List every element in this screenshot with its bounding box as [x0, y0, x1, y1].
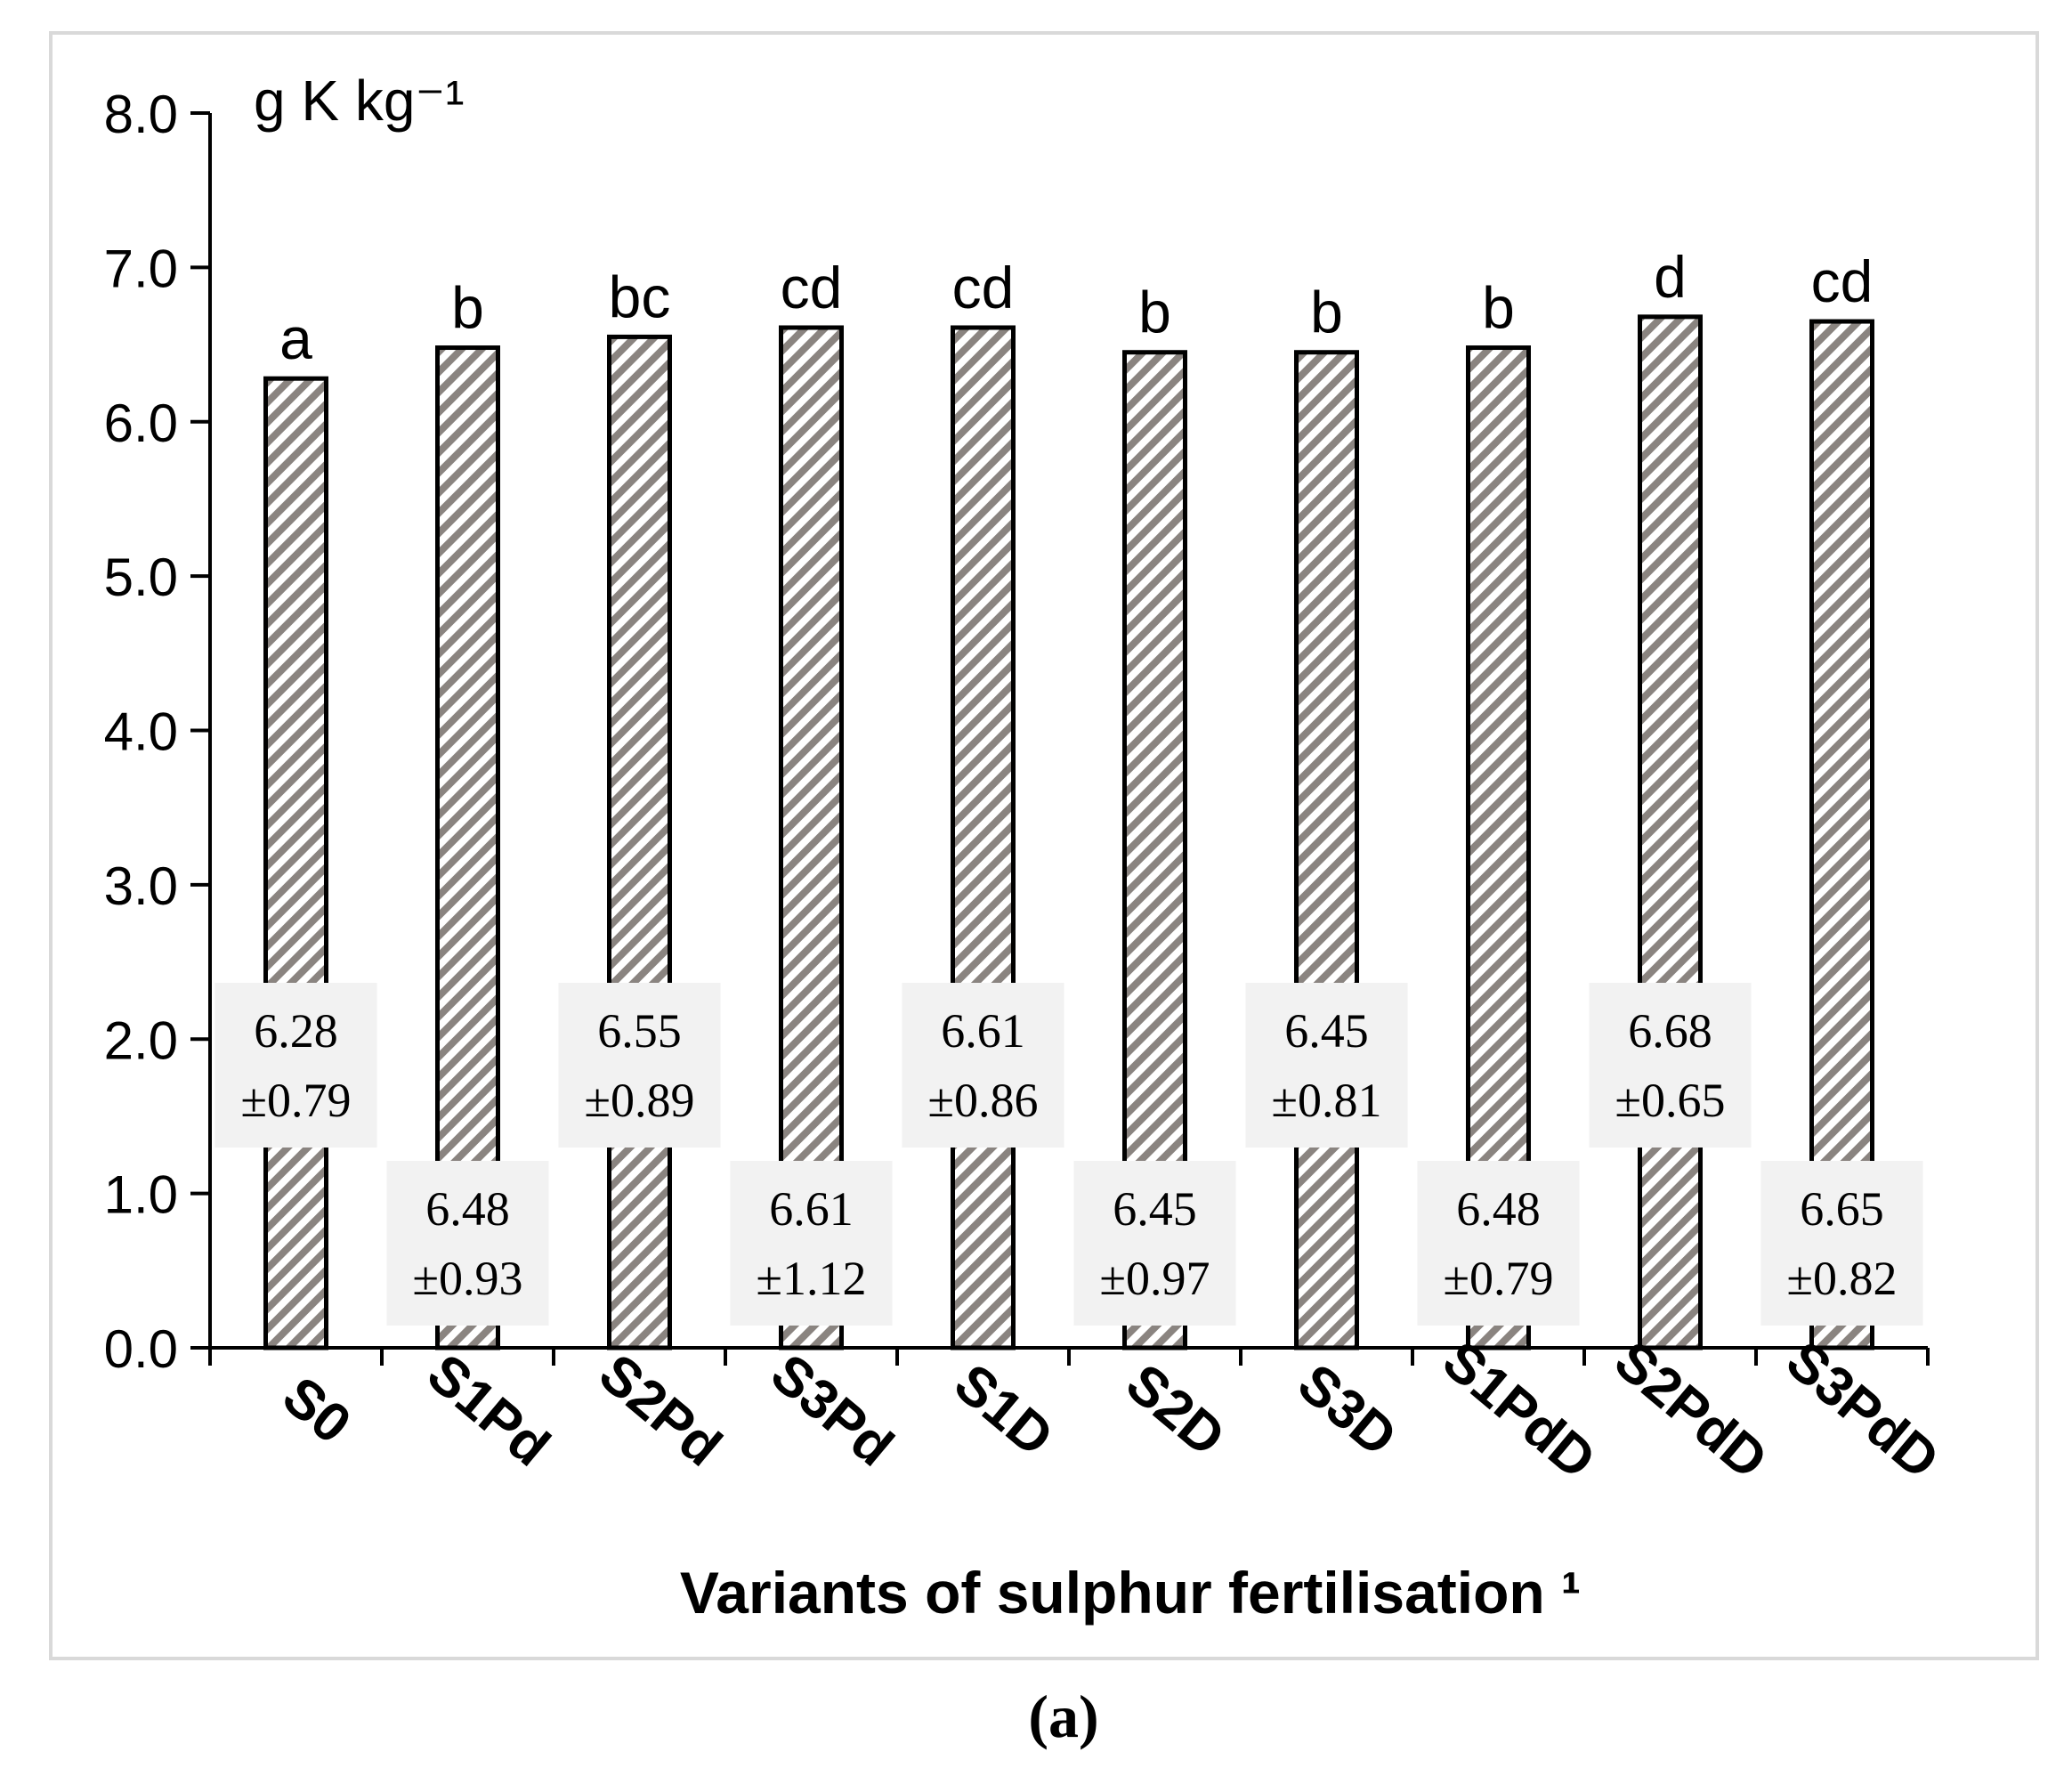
data-label-box	[1245, 983, 1408, 1148]
x-tick-label: S2D	[1114, 1352, 1236, 1468]
significance-letter: b	[1310, 280, 1343, 345]
data-label-box	[1589, 983, 1752, 1148]
y-tick-label: 5.0	[104, 547, 178, 607]
data-label-box	[1760, 1161, 1923, 1326]
data-label-sd: ±0.82	[1786, 1252, 1897, 1305]
x-tick-label: S1PdD	[1431, 1330, 1607, 1491]
y-tick-label: 8.0	[104, 85, 178, 144]
data-label-box	[214, 983, 377, 1148]
y-tick-label: 3.0	[104, 856, 178, 916]
data-label-sd: ±0.65	[1615, 1074, 1725, 1127]
data-label-sd: ±0.79	[240, 1074, 351, 1127]
bar-S2Pd	[607, 334, 672, 1350]
x-tick-label: S3D	[1286, 1352, 1408, 1468]
data-label-value: 6.65	[1800, 1182, 1884, 1236]
data-label-value: 6.61	[941, 1004, 1025, 1058]
data-label-sd: ±0.81	[1271, 1074, 1381, 1127]
data-label-value: 6.48	[1456, 1182, 1541, 1236]
x-tick-label: S3PdD	[1775, 1330, 1950, 1491]
x-tick-label: S2Pd	[587, 1342, 732, 1479]
data-label-sd: ±0.89	[584, 1074, 694, 1127]
significance-letter: bc	[609, 264, 671, 329]
x-tick-label: S1Pd	[416, 1342, 561, 1479]
significance-letter: a	[279, 305, 312, 371]
significance-letter: cd	[781, 255, 843, 320]
data-label-box	[1417, 1161, 1580, 1326]
bar-S3D	[1294, 350, 1359, 1350]
bar-S0	[263, 376, 328, 1350]
y-tick-label: 4.0	[104, 702, 178, 762]
x-axis-title: Variants of sulphur fertilisation ¹	[680, 1560, 1581, 1626]
y-axis-unit-label: g K kg⁻¹	[254, 69, 465, 133]
x-tick-label: S2PdD	[1603, 1330, 1778, 1491]
significance-letter: b	[1138, 280, 1171, 345]
figure-caption: (a)	[1028, 1683, 1098, 1750]
significance-letter: cd	[952, 255, 1015, 320]
x-tick-label: S3Pd	[759, 1342, 904, 1479]
data-label-sd: ±0.86	[927, 1074, 1038, 1127]
data-label-value: 6.61	[769, 1182, 854, 1236]
significance-letter: b	[1482, 275, 1515, 341]
y-tick-label: 1.0	[104, 1165, 178, 1225]
data-label-sd: ±0.97	[1099, 1252, 1210, 1305]
x-tick-label: S1D	[943, 1352, 1064, 1468]
significance-letter: d	[1654, 244, 1687, 310]
data-label-box	[1073, 1161, 1236, 1326]
bar-S2PdD	[1638, 314, 1703, 1350]
data-label-sd: ±0.79	[1443, 1252, 1553, 1305]
data-label-box	[558, 983, 721, 1148]
y-tick-label: 0.0	[104, 1319, 178, 1379]
data-label-value: 6.45	[1113, 1182, 1197, 1236]
y-tick-label: 2.0	[104, 1010, 178, 1070]
data-label-value: 6.28	[254, 1004, 338, 1058]
y-tick-label: 6.0	[104, 393, 178, 453]
chart-frame	[49, 31, 2039, 1660]
data-label-value: 6.68	[1628, 1004, 1712, 1058]
y-tick-label: 7.0	[104, 239, 178, 298]
significance-letter: cd	[1811, 248, 1874, 314]
data-label-value: 6.55	[597, 1004, 682, 1058]
data-label-sd: ±0.93	[412, 1252, 522, 1305]
data-label-sd: ±1.12	[756, 1252, 866, 1305]
data-label-box	[730, 1161, 893, 1326]
data-label-box	[902, 983, 1064, 1148]
x-tick-label: S0	[271, 1365, 361, 1456]
data-label-value: 6.45	[1284, 1004, 1369, 1058]
significance-letter: b	[451, 275, 484, 341]
data-label-value: 6.48	[425, 1182, 510, 1236]
data-label-box	[386, 1161, 549, 1326]
bar-S1D	[951, 325, 1016, 1350]
